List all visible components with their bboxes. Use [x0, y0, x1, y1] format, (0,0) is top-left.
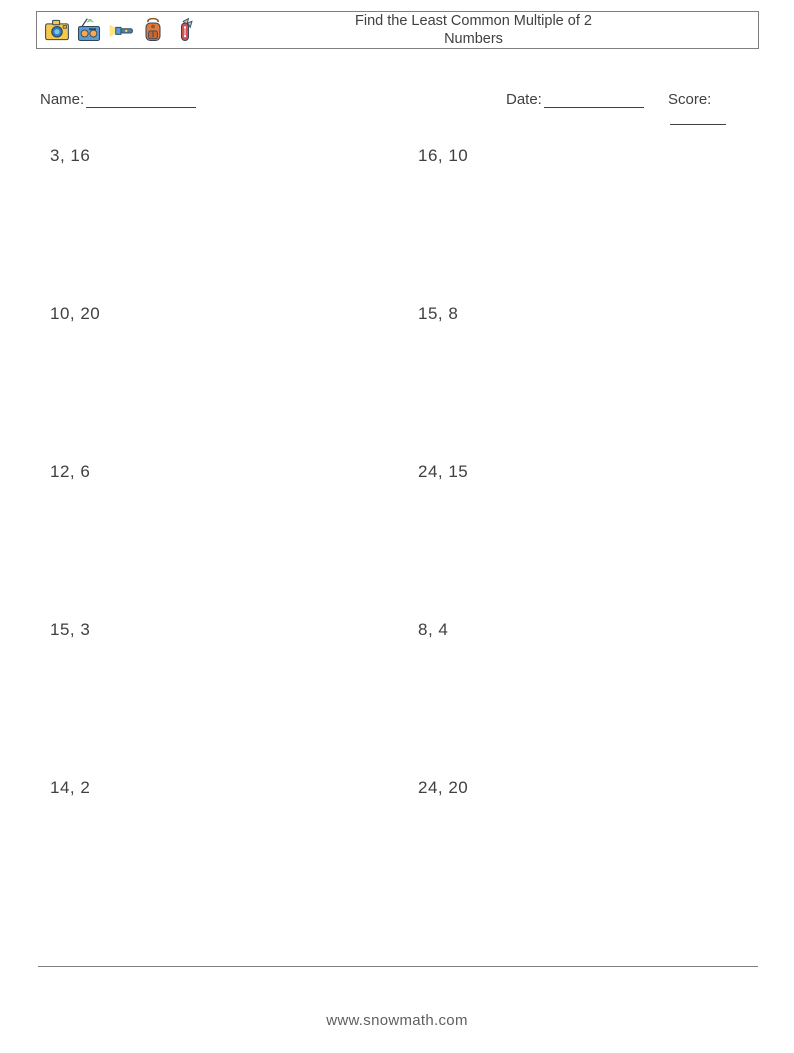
- header-icons: [37, 16, 199, 44]
- header-box: Find the Least Common Multiple of 2 Numb…: [36, 11, 759, 49]
- name-blank[interactable]: [86, 107, 196, 108]
- problem-row: 12, 6 24, 15: [50, 462, 750, 482]
- footer-rule: [38, 966, 758, 967]
- camera-icon: [43, 16, 71, 44]
- problem-row: 14, 2 24, 20: [50, 778, 750, 798]
- problem-cell: 10, 20: [50, 304, 418, 324]
- problem-cell: 12, 6: [50, 462, 418, 482]
- date-label: Date:: [506, 91, 542, 108]
- score-field: Score:: [668, 91, 756, 125]
- problem-cell: 24, 15: [418, 462, 750, 482]
- name-field: Name:: [40, 91, 196, 108]
- score-blank[interactable]: [670, 124, 726, 125]
- date-field: Date:: [506, 91, 644, 108]
- title-line-2: Numbers: [444, 31, 503, 47]
- footer-url: www.snowmath.com: [0, 1012, 794, 1029]
- title-line-1: Find the Least Common Multiple of 2: [355, 13, 592, 29]
- backpack-icon: [139, 16, 167, 44]
- name-label: Name:: [40, 91, 84, 108]
- flashlight-icon: [107, 16, 135, 44]
- problem-cell: 15, 8: [418, 304, 750, 324]
- problem-row: 3, 16 16, 10: [50, 146, 750, 166]
- radio-icon: [75, 16, 103, 44]
- worksheet-title: Find the Least Common Multiple of 2 Numb…: [199, 12, 758, 48]
- problem-row: 10, 20 15, 8: [50, 304, 750, 324]
- score-label: Score:: [668, 91, 711, 108]
- problem-cell: 8, 4: [418, 620, 750, 640]
- problem-cell: 16, 10: [418, 146, 750, 166]
- problem-row: 15, 3 8, 4: [50, 620, 750, 640]
- problem-cell: 24, 20: [418, 778, 750, 798]
- problems-grid: 3, 16 16, 10 10, 20 15, 8 12, 6 24, 15 1…: [50, 146, 750, 936]
- problem-cell: 14, 2: [50, 778, 418, 798]
- problem-cell: 3, 16: [50, 146, 418, 166]
- pocket-knife-icon: [171, 16, 199, 44]
- date-blank[interactable]: [544, 107, 644, 108]
- problem-cell: 15, 3: [50, 620, 418, 640]
